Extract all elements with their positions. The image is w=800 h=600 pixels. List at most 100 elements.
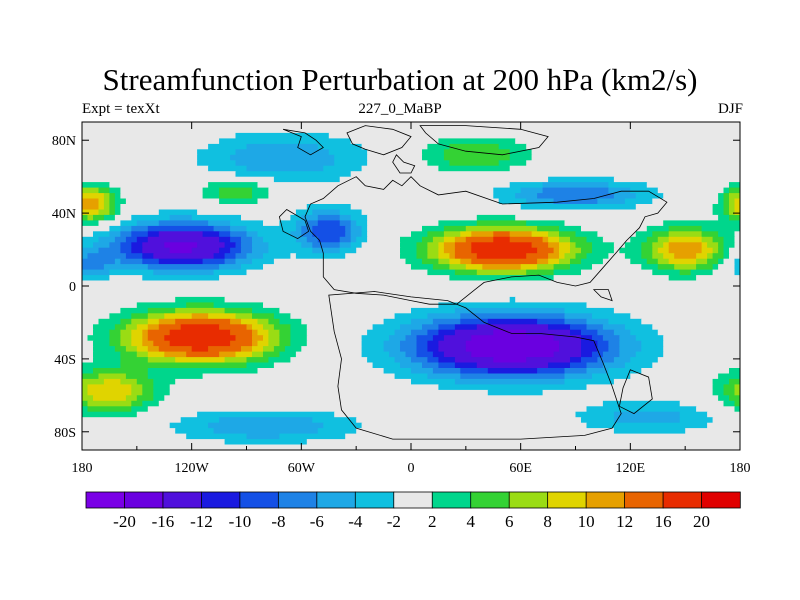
field-cell bbox=[114, 209, 121, 216]
field-cell bbox=[290, 214, 302, 221]
field-cell bbox=[93, 329, 110, 336]
field-cell bbox=[592, 351, 604, 358]
field-cell bbox=[427, 269, 456, 276]
field-cell bbox=[257, 340, 270, 347]
field-cell bbox=[586, 362, 604, 369]
field-cell bbox=[142, 247, 171, 254]
field-cell bbox=[252, 313, 275, 320]
field-cell bbox=[213, 302, 264, 309]
field-cell bbox=[367, 225, 423, 232]
field-cell bbox=[367, 231, 412, 238]
field-cell bbox=[98, 187, 111, 194]
field-cell bbox=[246, 143, 319, 150]
field-cell bbox=[290, 335, 308, 342]
field-cell bbox=[147, 406, 588, 413]
field-cell bbox=[208, 165, 248, 172]
field-cell bbox=[147, 313, 165, 320]
field-cell bbox=[169, 247, 193, 254]
field-cell bbox=[131, 406, 149, 413]
field-cell bbox=[734, 389, 740, 396]
field-cell bbox=[487, 368, 538, 375]
field-cell bbox=[153, 395, 165, 402]
field-cell bbox=[257, 198, 500, 205]
field-cell bbox=[509, 296, 516, 303]
field-cell bbox=[219, 351, 237, 358]
field-cell bbox=[701, 242, 708, 249]
field-cell bbox=[93, 214, 105, 221]
field-cell bbox=[120, 220, 138, 227]
field-cell bbox=[103, 198, 110, 205]
field-cell bbox=[498, 198, 527, 205]
field-cell bbox=[339, 247, 357, 254]
colorbar-label: 6 bbox=[505, 512, 514, 531]
field-cell bbox=[454, 253, 478, 260]
field-cell bbox=[82, 357, 94, 364]
field-cell bbox=[131, 313, 149, 320]
field-cell bbox=[663, 242, 670, 249]
field-cell bbox=[443, 225, 467, 232]
field-cell bbox=[93, 357, 121, 364]
field-cell bbox=[581, 329, 598, 336]
field-cell bbox=[712, 204, 725, 211]
field-cell bbox=[153, 389, 171, 396]
field-cell bbox=[295, 253, 346, 260]
field-cell bbox=[202, 193, 220, 200]
field-cell bbox=[361, 335, 390, 342]
field-cell bbox=[416, 335, 434, 342]
field-cell bbox=[712, 247, 719, 254]
field-cell bbox=[427, 340, 439, 347]
field-cell bbox=[454, 269, 478, 276]
field-cell bbox=[98, 247, 121, 254]
field-cell bbox=[553, 264, 571, 271]
field-cell bbox=[361, 242, 401, 249]
field-cell bbox=[559, 340, 582, 347]
field-cell bbox=[729, 395, 740, 402]
field-cell bbox=[263, 351, 280, 358]
field-cell bbox=[306, 236, 319, 243]
field-cell bbox=[136, 378, 154, 385]
field-cell bbox=[718, 373, 740, 380]
field-cell bbox=[701, 236, 714, 243]
colorbar-box bbox=[701, 491, 741, 509]
field-cell bbox=[82, 264, 105, 271]
field-cell bbox=[208, 346, 242, 353]
field-cell bbox=[208, 422, 324, 429]
field-cell bbox=[729, 247, 740, 254]
field-cell bbox=[350, 138, 439, 145]
field-cell bbox=[537, 247, 555, 254]
field-cell bbox=[537, 193, 615, 200]
field-cell bbox=[279, 329, 291, 336]
field-cell bbox=[208, 182, 259, 189]
field-cell bbox=[723, 204, 730, 211]
field-cell bbox=[679, 400, 725, 407]
field-cell bbox=[663, 253, 675, 260]
field-cell bbox=[109, 269, 154, 276]
field-cell bbox=[564, 368, 587, 375]
field-cell bbox=[114, 198, 127, 205]
field-cell bbox=[367, 214, 478, 221]
colorbar-box bbox=[239, 491, 280, 509]
field-cell bbox=[279, 335, 291, 342]
field-cell bbox=[257, 368, 385, 375]
field-cell bbox=[635, 351, 664, 358]
field-cell bbox=[734, 204, 740, 211]
field-cell bbox=[712, 389, 725, 396]
field-cell bbox=[734, 242, 740, 249]
field-cell bbox=[169, 389, 489, 396]
field-cell bbox=[235, 258, 253, 265]
field-cell bbox=[350, 204, 522, 211]
field-cell bbox=[542, 182, 609, 189]
field-cell bbox=[641, 368, 730, 375]
field-cell bbox=[696, 275, 740, 282]
field-cell bbox=[400, 253, 417, 260]
field-cell bbox=[356, 428, 615, 435]
colorbar-label: 4 bbox=[466, 512, 475, 531]
field-cell bbox=[443, 242, 456, 249]
field-cell bbox=[142, 384, 154, 391]
field-cell bbox=[82, 182, 110, 189]
field-cell bbox=[712, 264, 719, 271]
field-cell bbox=[564, 313, 593, 320]
field-cell bbox=[372, 362, 401, 369]
field-cell bbox=[361, 143, 428, 150]
